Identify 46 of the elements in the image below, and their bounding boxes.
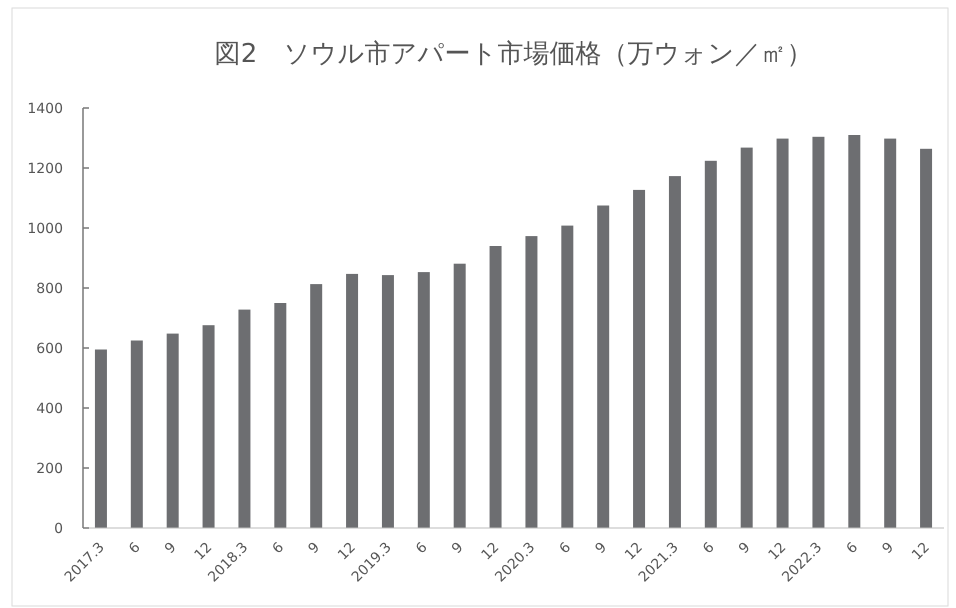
bar [346, 274, 358, 528]
bar [597, 206, 610, 528]
bar [490, 246, 502, 528]
bar [274, 303, 286, 528]
bar [920, 148, 932, 528]
x-tick-label: 9 [305, 540, 324, 558]
bar [668, 176, 681, 528]
x-tick-label: 6 [413, 539, 431, 558]
bar [454, 264, 466, 528]
bar [166, 334, 179, 528]
y-tick-label: 0 [54, 521, 63, 537]
x-tick-label: 9 [879, 540, 898, 558]
y-tick-label: 1000 [27, 221, 63, 237]
x-tick-label: 9 [592, 540, 610, 558]
y-tick-label: 200 [36, 461, 63, 477]
x-tick-label: 9 [736, 540, 754, 558]
x-tick-label: 12 [908, 540, 933, 564]
y-tick-label: 400 [36, 401, 63, 417]
bar [202, 325, 215, 528]
x-tick-label: 9 [448, 540, 467, 558]
x-tick-label: 6 [126, 539, 144, 558]
bar [848, 135, 860, 528]
y-tick-label: 1200 [27, 161, 63, 177]
bar [238, 310, 250, 528]
x-tick-label: 6 [700, 539, 718, 558]
x-tick-label: 9 [162, 540, 180, 558]
bar [884, 138, 896, 528]
bar [418, 272, 430, 528]
x-tick-label: 6 [270, 539, 288, 558]
y-tick-label: 800 [36, 281, 63, 297]
chart-title: 図2 ソウル市アパート市場価格（万ウォン／㎡） [214, 39, 812, 69]
y-tick-label: 600 [36, 341, 63, 357]
bar [776, 138, 789, 528]
bar [382, 275, 394, 528]
bar [633, 190, 646, 528]
x-tick-label: 6 [556, 539, 574, 558]
x-tick-label: 6 [844, 539, 862, 558]
bar [130, 340, 143, 528]
y-tick-label: 1400 [27, 101, 63, 117]
bar [94, 350, 107, 528]
bar [812, 136, 824, 528]
bar [561, 226, 574, 528]
bar [310, 284, 322, 528]
bar [704, 160, 717, 528]
bar [525, 236, 538, 528]
bar [740, 148, 753, 528]
